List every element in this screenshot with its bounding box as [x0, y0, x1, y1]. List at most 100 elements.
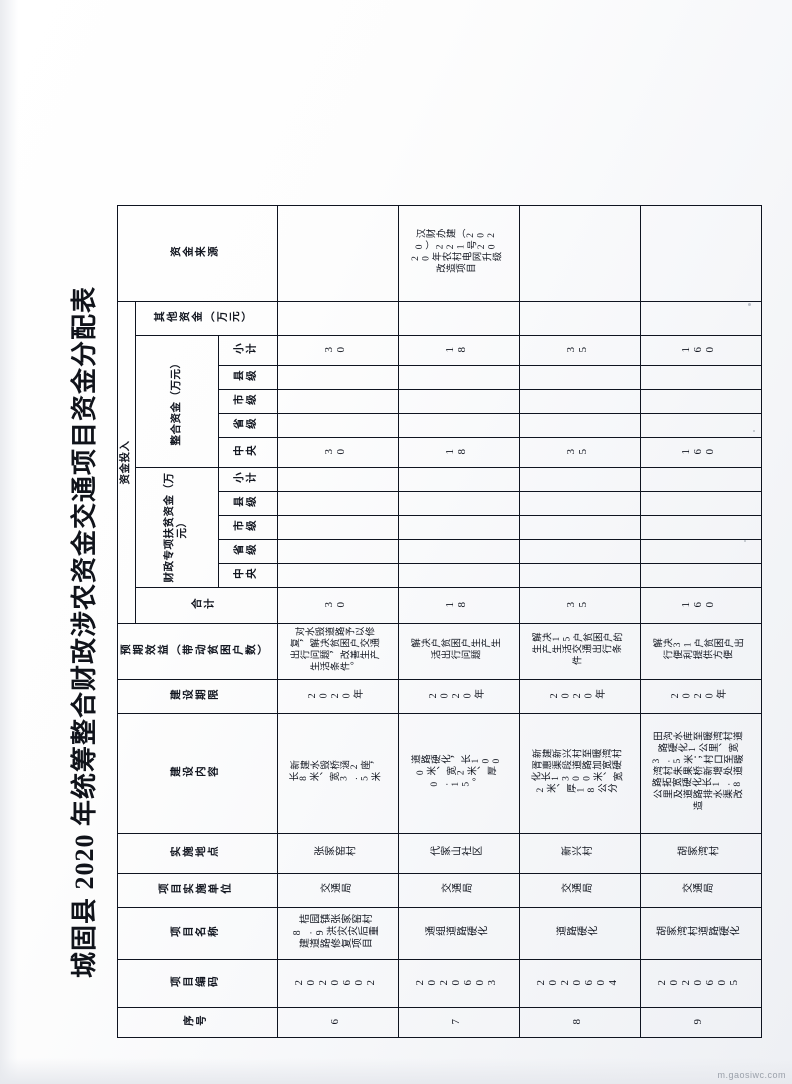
cell-total: 30 [277, 587, 399, 624]
cell-location: 胡家湾村 [640, 833, 762, 874]
cell-project-name: 胡家湾村道路硬化 [640, 907, 762, 960]
cell-total: 35 [519, 587, 641, 624]
cell-text: 35 [565, 445, 590, 458]
cell-pf-city [277, 515, 399, 540]
cell-if-province [398, 413, 520, 438]
cell-if-county [398, 365, 520, 390]
cell-text: 新建新兴村至暖湾村胥惠渠段道路加宽硬化长1300米、宽2米、厚18公分 [531, 750, 624, 796]
cell-pf-province [277, 539, 399, 564]
col-header-other-fund: 其他资金（万元） [135, 301, 278, 336]
cell-total: 18 [398, 587, 520, 624]
col-header-if-county: 县级 [218, 365, 278, 390]
cell-text: 2020602 [293, 976, 378, 989]
cell-text: 2020年 [307, 690, 364, 702]
col-header-benefit: 预期效益（带动贫困户数） [117, 623, 278, 680]
col-header-seq: 序号 [117, 1007, 278, 1038]
cell-if-province [640, 413, 762, 438]
cell-if-county [519, 365, 641, 390]
cell-pf-city [640, 515, 762, 540]
cell-if-province [277, 413, 399, 438]
cell-benefit: 解决15户贫困户的生产生活交通出行条件 [519, 623, 641, 680]
cell-benefit: 解决户贫困户生产生活出行问题 [398, 623, 520, 680]
cell-text: 18 [444, 598, 469, 611]
cell-pf-subtotal [398, 467, 520, 492]
col-header-if-city: 市级 [218, 389, 278, 414]
cell-pf-county [519, 491, 641, 516]
cell-text: 张家窑村 [314, 847, 357, 859]
col-header-pf-county: 县级 [218, 491, 278, 516]
scan-speck [744, 540, 746, 542]
col-header-if-subtotal: 小计 [218, 335, 278, 366]
cell-project-name: 桔园镇张家窑村8.9洪灾灾后重建道路修复项目 [277, 907, 399, 960]
table-row: 6 2020602 桔园镇张家窑村8.9洪灾灾后重建道路修复项目 交通局 张家窑村 新建水… [277, 205, 399, 1038]
cell-period: 2020年 [640, 679, 762, 714]
cell-text: 汉财办建（2020）221号2020年农村电网升级改造项目 [410, 230, 502, 276]
col-header-pf-subtotal: 小计 [218, 467, 278, 492]
cell-pf-province [398, 539, 520, 564]
cell-text: 18 [444, 445, 469, 458]
cell-text: 胡家湾村 [677, 847, 720, 859]
watermark: m.gaosiwc.com [717, 1070, 786, 1080]
cell-other-fund [277, 301, 399, 336]
group-header-integrated-fund: 整合资金（万元） [135, 335, 219, 468]
cell-text: 18 [444, 343, 469, 356]
cell-funding-source [640, 205, 762, 302]
col-header-total: 合计 [135, 587, 278, 624]
cell-text: 桔园镇张家窑村8.9洪灾灾后重建道路修复项目 [291, 915, 379, 951]
document-body: 城固县 2020 年统筹整合财政涉农资金交通项目资金分配表 序号 [64, 46, 762, 1038]
cell-text: 解决31户贫困户出行便利提供方便 [652, 639, 744, 662]
cell-text: 6 [329, 1015, 342, 1028]
group-header-funding-input: 资金投入 [117, 301, 136, 624]
cell-project-code: 2020605 [640, 959, 762, 1008]
cell-if-city [277, 389, 399, 414]
col-header-pf-central: 中央 [218, 563, 278, 588]
cell-text: 通组道路硬化 [424, 927, 488, 939]
rotated-document-stage: 城固县 2020 年统筹整合财政涉农资金交通项目资金分配表 序号 [46, 32, 762, 1052]
cell-if-city [519, 389, 641, 414]
cell-project-name: 通组道路硬化 [398, 907, 520, 960]
cell-implementing-unit: 交通局 [519, 873, 641, 908]
cell-content: 新建新兴村至暖湾村胥惠渠段道路加宽硬化长1300米、宽2米、厚18公分 [519, 713, 641, 834]
cell-benefit: 解决31户贫困户出行便利提供方便 [640, 623, 762, 680]
cell-pf-county [277, 491, 399, 516]
col-header-pf-city: 市级 [218, 515, 278, 540]
cell-pf-subtotal [277, 467, 399, 492]
cell-text: 160 [680, 343, 717, 356]
cell-text: 解决户贫困户生产生活出行问题 [411, 639, 502, 662]
cell-total: 160 [640, 587, 762, 624]
cell-period: 2020年 [519, 679, 641, 714]
cell-text: 30 [323, 598, 348, 611]
cell-location: 张家窑村 [277, 833, 399, 874]
scan-speck [753, 430, 755, 432]
cell-funding-source [519, 205, 641, 302]
group-header-poverty-fund: 财政专项扶贫资金（万元） [135, 467, 219, 588]
cell-text: 新兴村 [561, 847, 593, 859]
cell-period: 2020年 [398, 679, 520, 714]
cell-text: 对水毁道路予以修复，解决贫困户交通出行问题，改善生产生活条件。 [290, 628, 381, 674]
cell-pf-central [640, 563, 762, 588]
cell-other-fund [519, 301, 641, 336]
cell-pf-county [640, 491, 762, 516]
table-body: 6 2020602 桔园镇张家窑村8.9洪灾灾后重建道路修复项目 交通局 张家窑村 新建水… [277, 205, 762, 1038]
cell-seq: 8 [519, 1007, 641, 1038]
cell-text: 解决15户贫困户的生产生活交通出行条件 [531, 634, 623, 668]
cell-text: 7 [450, 1015, 463, 1028]
cell-text: 交通局 [682, 884, 714, 896]
cell-if-province [519, 413, 641, 438]
cell-project-code: 2020603 [398, 959, 520, 1008]
cell-text: 代家山社区 [430, 847, 483, 859]
cell-if-county [640, 365, 762, 390]
scan-speck [748, 303, 751, 306]
cell-pf-province [519, 539, 641, 564]
cell-location: 代家山社区 [398, 833, 520, 874]
cell-text: 30 [323, 343, 348, 356]
col-header-if-central: 中央 [218, 437, 278, 468]
col-header-implementing-unit: 项目实施单位 [117, 873, 278, 908]
cell-text: 2020604 [535, 976, 620, 989]
cell-text: 2020年 [669, 690, 727, 702]
cell-text: 2020年 [548, 690, 606, 702]
cell-pf-subtotal [640, 467, 762, 492]
cell-text: 田沟水库至暖湾村道路硬化1公里、宽3.5米；村口至暖湾村朱果桥新增处道路拓宽硬化… [652, 732, 744, 813]
cell-text: 9 [692, 1015, 705, 1028]
